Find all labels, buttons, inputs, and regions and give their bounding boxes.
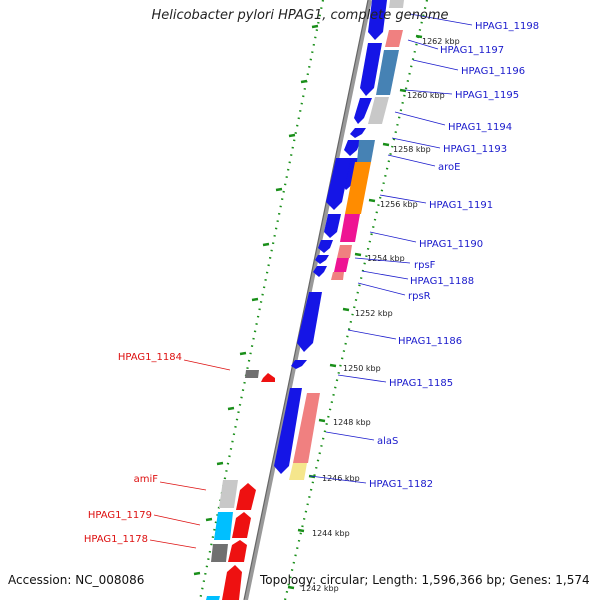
gene-arrow[interactable] — [324, 214, 341, 238]
cog-bar — [331, 272, 344, 280]
gene-label-alas[interactable]: alaS — [377, 436, 398, 447]
gene-arrow[interactable] — [291, 360, 307, 369]
kbp-label: 1252 kbp — [355, 309, 393, 318]
gene-label-hpag1-1184[interactable]: HPAG1_1184 — [118, 352, 182, 363]
forward-genes — [274, 0, 387, 474]
gene-label-hpag1-1178[interactable]: HPAG1_1178 — [84, 534, 148, 545]
gene-arrow[interactable] — [274, 388, 302, 474]
gene-label-hpag1-1191[interactable]: HPAG1_1191 — [429, 200, 493, 211]
gene-label-hpag1-1196[interactable]: HPAG1_1196 — [461, 66, 525, 77]
genome-title: Helicobacter pylori HPAG1, complete geno… — [151, 8, 449, 23]
gene-label-hpag1-1197[interactable]: HPAG1_1197 — [440, 45, 504, 56]
kbp-label: 1250 kbp — [343, 364, 381, 373]
cog-bar — [389, 0, 404, 8]
tick-guide-inner — [198, 0, 325, 601]
gene-arrow[interactable] — [360, 43, 382, 96]
gene-arrow[interactable] — [222, 565, 242, 600]
gene-label-aroe[interactable]: aroE — [438, 162, 460, 173]
cog-bar — [376, 50, 399, 95]
gene-label-hpag1-1190[interactable]: HPAG1_1190 — [419, 239, 483, 250]
cog-bar — [385, 30, 403, 47]
cog-bar — [214, 512, 233, 540]
cog-bar — [340, 214, 360, 242]
gene-label-amif[interactable]: amiF — [134, 474, 159, 485]
gene-arrow[interactable] — [236, 483, 256, 510]
gene-label-hpag1-1194[interactable]: HPAG1_1194 — [448, 122, 512, 133]
kbp-label: 1244 kbp — [312, 529, 350, 538]
cog-bar — [245, 370, 259, 378]
kbp-ticks-inner — [193, 24, 319, 576]
kbp-label: 1258 kbp — [393, 145, 431, 154]
gene-label-hpag1-1179[interactable]: HPAG1_1179 — [88, 510, 152, 521]
kbp-label: 1246 kbp — [322, 474, 360, 483]
kbp-label: 1262 kbp — [422, 37, 460, 46]
forward-cog-bars — [289, 0, 404, 480]
cog-bar — [293, 393, 320, 463]
gene-arrow[interactable] — [232, 512, 251, 538]
gene-arrow[interactable] — [350, 128, 366, 138]
reverse-cog-bars — [206, 370, 259, 600]
gene-arrow[interactable] — [313, 266, 327, 277]
gene-label-hpag1-1193[interactable]: HPAG1_1193 — [443, 144, 507, 155]
gene-arrow[interactable] — [344, 140, 361, 156]
gene-arrow[interactable] — [315, 255, 329, 264]
kbp-label: 1254 kbp — [367, 254, 405, 263]
tick-guide-outer — [283, 0, 429, 601]
kbp-labels: 1262 kbp 1260 kbp 1258 kbp 1256 kbp 1254… — [301, 37, 460, 593]
accession-text: Accession: NC_008086 — [8, 573, 145, 587]
reverse-genes — [222, 373, 275, 600]
cog-bar — [211, 544, 228, 562]
gene-arrow[interactable] — [368, 0, 387, 40]
cog-bar — [345, 162, 371, 214]
kbp-label: 1260 kbp — [407, 91, 445, 100]
gene-label-hpag1-1185[interactable]: HPAG1_1185 — [389, 378, 453, 389]
gene-arrow[interactable] — [261, 373, 275, 382]
forward-gene-labels: HPAG1_1198 HPAG1_1197 HPAG1_1196 HPAG1_1… — [309, 13, 539, 490]
gene-arrow[interactable] — [326, 158, 351, 210]
cog-bar — [219, 480, 238, 508]
gene-arrow[interactable] — [228, 540, 247, 562]
gene-label-hpag1-1198[interactable]: HPAG1_1198 — [475, 21, 539, 32]
cog-bar — [334, 258, 349, 272]
cog-bar — [368, 97, 389, 124]
cog-bar — [289, 463, 307, 480]
cog-bar — [357, 140, 375, 162]
gene-label-hpag1-1188[interactable]: HPAG1_1188 — [410, 276, 474, 287]
gene-label-rpsf[interactable]: rpsF — [414, 260, 436, 271]
cog-bar — [337, 245, 352, 258]
gene-arrow[interactable] — [318, 240, 333, 253]
gene-arrow[interactable] — [354, 98, 372, 124]
kbp-label: 1256 kbp — [380, 200, 418, 209]
kbp-label: 1248 kbp — [333, 418, 371, 427]
cog-bar — [206, 596, 220, 600]
kbp-label: 1242 kbp — [301, 584, 339, 593]
gene-label-hpag1-1186[interactable]: HPAG1_1186 — [398, 336, 462, 347]
gene-label-hpag1-1195[interactable]: HPAG1_1195 — [455, 90, 519, 101]
reverse-gene-labels: HPAG1_1184 amiF HPAG1_1179 HPAG1_1178 — [84, 352, 231, 549]
genome-backbone-dark — [243, 0, 369, 601]
topology-text: Topology: circular; Length: 1,596,366 bp… — [260, 573, 590, 587]
gene-label-rpsr[interactable]: rpsR — [408, 291, 431, 302]
gene-arrow[interactable] — [297, 292, 322, 352]
gene-label-hpag1-1182[interactable]: HPAG1_1182 — [369, 479, 433, 490]
